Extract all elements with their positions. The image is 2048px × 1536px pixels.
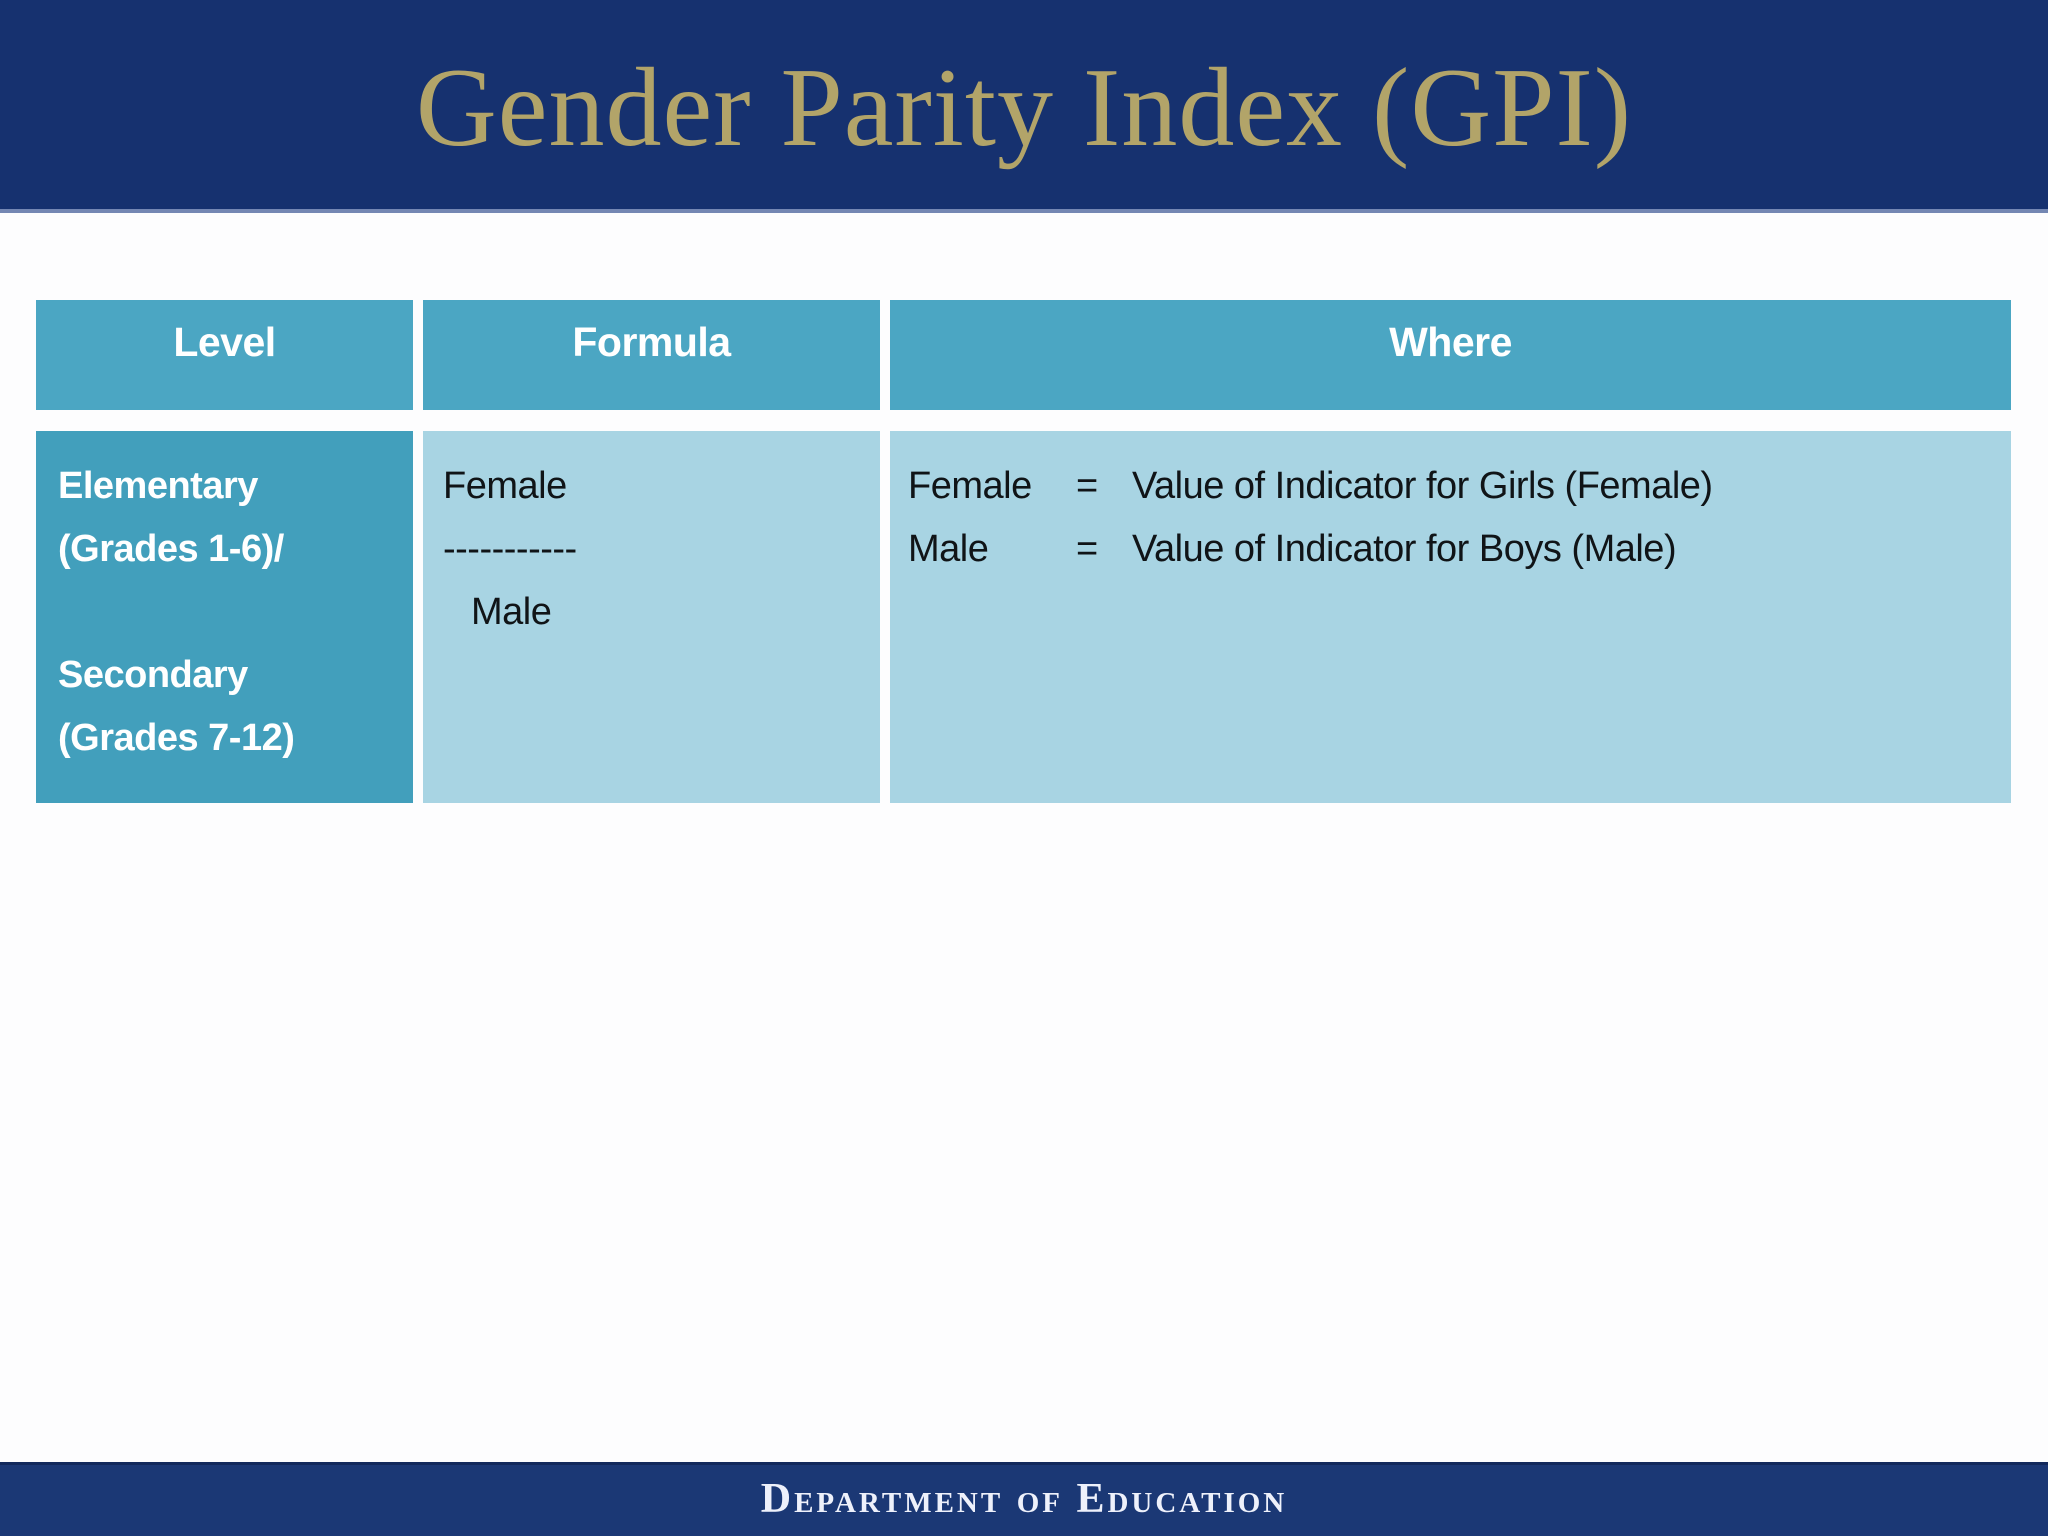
level-cell: Elementary (Grades 1-6)/ Secondary (Grad… — [36, 431, 413, 803]
where-term: Male — [908, 528, 989, 570]
level-line: (Grades 1-6)/ — [58, 528, 284, 570]
level-line: Secondary — [58, 654, 248, 696]
formula-denominator: Male — [471, 591, 552, 633]
level-secondary: Secondary (Grades 7-12) — [58, 644, 395, 770]
equals-sign: = — [1076, 528, 1098, 570]
where-term: Female — [908, 465, 1032, 507]
where-definition: Value of Indicator for Boys (Male) — [1132, 528, 1677, 570]
column-header-formula: Formula — [423, 300, 880, 410]
title-band: Gender Parity Index (GPI) — [0, 0, 2048, 213]
column-header-level: Level — [36, 300, 413, 410]
footer-text: Department of Education — [760, 1475, 1288, 1522]
slide-title: Gender Parity Index (GPI) — [415, 46, 1633, 170]
column-header-where: Where — [890, 300, 2011, 410]
level-elementary: Elementary (Grades 1-6)/ — [58, 455, 395, 581]
gpi-table: Level Formula Where Elementary (Grades 1… — [36, 300, 2011, 803]
where-definition-row: Male = Value of Indicator for Boys (Male… — [908, 518, 1997, 581]
formula-numerator: Female — [443, 465, 567, 507]
level-line: Elementary — [58, 465, 258, 507]
level-line: (Grades 7-12) — [58, 717, 295, 759]
footer-band: Department of Education — [0, 1462, 2048, 1536]
formula-divider-line: ----------- — [443, 528, 577, 570]
where-definition: Value of Indicator for Girls (Female) — [1132, 465, 1713, 507]
where-cell: Female = Value of Indicator for Girls (F… — [890, 431, 2011, 803]
equals-sign: = — [1076, 465, 1098, 507]
where-definition-row: Female = Value of Indicator for Girls (F… — [908, 455, 1997, 518]
formula-cell: Female ----------- Male — [423, 431, 880, 803]
